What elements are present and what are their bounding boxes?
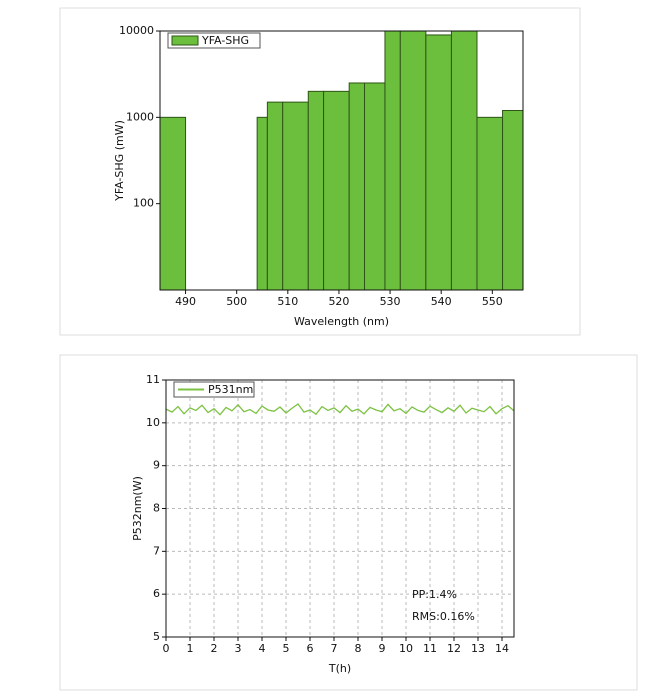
x-tick-label: 8 bbox=[355, 642, 362, 655]
x-tick-label: 520 bbox=[328, 295, 349, 308]
legend-label: YFA-SHG bbox=[201, 34, 249, 47]
bar bbox=[399, 30, 427, 291]
y-tick-label: 9 bbox=[153, 459, 160, 472]
bar bbox=[159, 116, 187, 291]
x-tick-label: 3 bbox=[235, 642, 242, 655]
x-tick-label: 9 bbox=[379, 642, 386, 655]
legend-box bbox=[173, 381, 255, 398]
bar bbox=[323, 90, 350, 291]
x-tick-label: 540 bbox=[431, 295, 452, 308]
y-axis-label: YFA-SHG (mW) bbox=[113, 120, 126, 202]
x-tick-label: 530 bbox=[380, 295, 401, 308]
x-tick-label: 510 bbox=[277, 295, 298, 308]
x-tick-label: 0 bbox=[163, 642, 170, 655]
bar bbox=[384, 30, 401, 291]
bar bbox=[476, 116, 504, 291]
y-tick-label: 11 bbox=[146, 373, 160, 386]
bar bbox=[266, 101, 284, 291]
bar bbox=[425, 34, 452, 291]
annotation: PP:1.4% bbox=[412, 588, 457, 601]
y-tick-label: 5 bbox=[153, 630, 160, 643]
legend-label: P531nm bbox=[208, 383, 253, 396]
plot-frame bbox=[165, 379, 515, 638]
x-tick-label: 6 bbox=[307, 642, 314, 655]
line bbox=[165, 403, 515, 416]
x-tick-label: 12 bbox=[447, 642, 461, 655]
x-tick-label: 1 bbox=[187, 642, 194, 655]
y-tick-label: 10 bbox=[146, 416, 160, 429]
x-tick-label: 14 bbox=[495, 642, 509, 655]
x-tick-label: 550 bbox=[482, 295, 503, 308]
y-tick-label: 8 bbox=[153, 502, 160, 515]
x-tick-label: 13 bbox=[471, 642, 485, 655]
bar bbox=[348, 82, 366, 291]
x-axis-label: Wavelength (nm) bbox=[294, 315, 389, 328]
annotation: RMS:0.16% bbox=[412, 610, 475, 623]
y-tick-label: 100 bbox=[133, 197, 154, 210]
x-tick-label: 490 bbox=[175, 295, 196, 308]
x-tick-label: 500 bbox=[226, 295, 247, 308]
x-tick-label: 11 bbox=[423, 642, 437, 655]
x-tick-label: 7 bbox=[331, 642, 338, 655]
y-tick-label: 10000 bbox=[119, 24, 154, 37]
bar bbox=[364, 82, 386, 291]
y-tick-label: 1000 bbox=[126, 110, 154, 123]
chart: 100 1000 10000 490 500 510 520 530 540 550 Wavelen… bbox=[113, 24, 524, 328]
y-axis-label: P532nm(W) bbox=[131, 476, 144, 541]
x-axis-label: T(h) bbox=[328, 662, 351, 675]
x-tick-label: 5 bbox=[283, 642, 290, 655]
bar bbox=[450, 30, 478, 291]
x-tick-label: 2 bbox=[211, 642, 218, 655]
bar bbox=[282, 101, 309, 291]
bar bbox=[307, 90, 325, 291]
y-tick-label: 7 bbox=[153, 544, 160, 557]
bar bbox=[256, 116, 268, 291]
x-tick-label: 10 bbox=[399, 642, 413, 655]
bar bbox=[502, 109, 524, 291]
y-tick-label: 6 bbox=[153, 587, 160, 600]
legend-swatch bbox=[171, 35, 199, 46]
plot-frame bbox=[159, 30, 524, 291]
x-tick-label: 4 bbox=[259, 642, 266, 655]
